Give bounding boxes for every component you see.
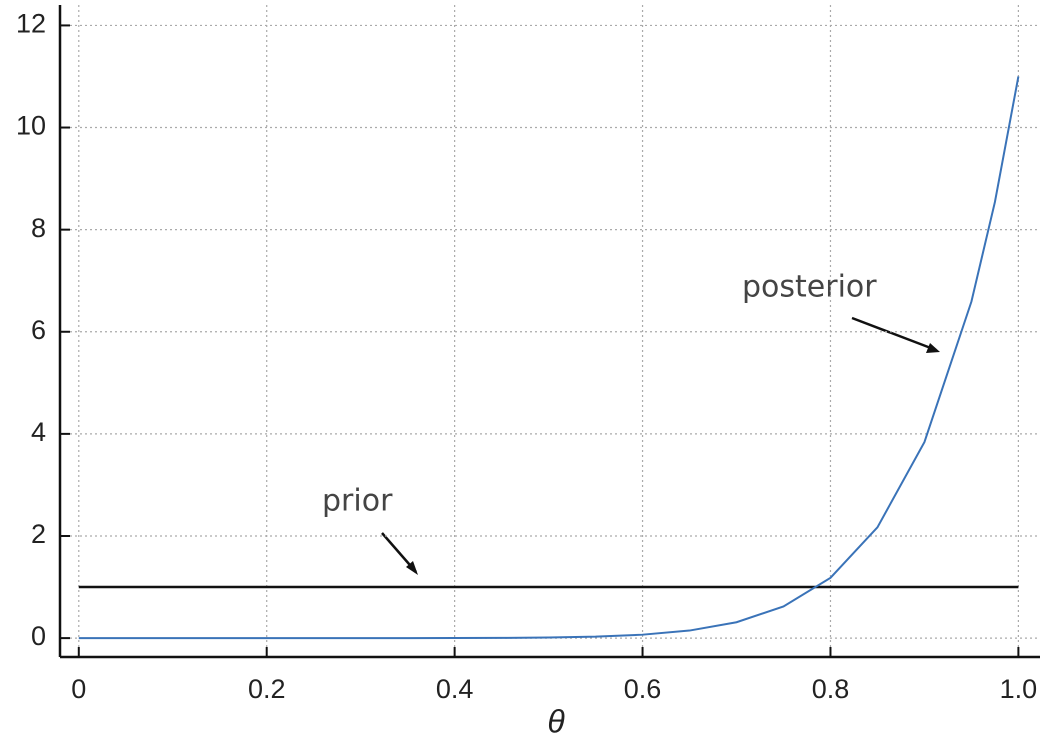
y-tick-label: 12 — [16, 9, 46, 39]
x-tick-label: 0 — [71, 674, 86, 704]
posterior-annotation: posterior — [742, 270, 877, 305]
x-tick-label: 0.6 — [624, 674, 662, 704]
x-tick-label: 0.2 — [248, 674, 286, 704]
x-axis-label: θ — [547, 703, 565, 739]
posterior-arrowhead — [926, 343, 940, 353]
prior-annotation: prior — [322, 484, 393, 519]
y-tick-label: 2 — [31, 519, 46, 549]
x-tick-label: 0.8 — [812, 674, 850, 704]
x-tick-label: 0.4 — [436, 674, 474, 704]
y-tick-label: 8 — [31, 213, 46, 243]
x-tick-label: 1.0 — [1000, 674, 1038, 704]
posterior-arrow — [851, 316, 937, 352]
y-tick-label: 10 — [16, 111, 46, 141]
prior-arrowhead — [406, 561, 418, 575]
y-tick-label: 0 — [31, 621, 46, 651]
series-line — [78, 76, 1020, 640]
y-tick-label: 4 — [31, 417, 46, 447]
y-tick-label: 6 — [31, 315, 46, 345]
